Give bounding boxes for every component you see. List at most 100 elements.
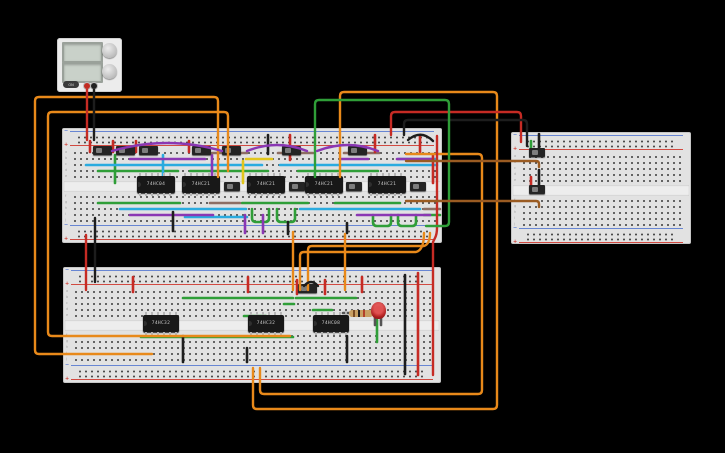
ic-74hc21[interactable]: 74HC21 <box>368 173 406 196</box>
ic-pins <box>250 312 282 315</box>
wires-black[interactable] <box>92 88 529 288</box>
power-rail-top[interactable]: − + <box>513 133 685 152</box>
ic-pins <box>307 193 341 196</box>
rail-plus-label: + <box>64 142 69 148</box>
rail-plus-label: + <box>64 236 69 242</box>
slide-switch[interactable] <box>192 146 211 155</box>
switch-slider <box>195 148 201 153</box>
slide-switch[interactable] <box>224 182 240 191</box>
slide-switch[interactable] <box>282 146 301 155</box>
slide-switch[interactable] <box>139 146 158 155</box>
rail-minus-label: − <box>65 362 70 368</box>
switch-slider <box>142 148 148 153</box>
negative-terminal[interactable] <box>91 83 97 89</box>
ic-pins <box>249 173 283 176</box>
rail-minus-label: − <box>513 225 518 231</box>
center-channel <box>513 185 689 196</box>
ic-label: 74HC21 <box>377 182 397 187</box>
jumper-wires-purple[interactable] <box>128 153 435 235</box>
ic-pins <box>139 193 173 196</box>
rail-minus-label: − <box>513 132 518 138</box>
ic-pins <box>145 312 177 315</box>
ic-label: 74HC04 <box>146 182 166 187</box>
switch-slider <box>351 148 357 153</box>
ic-notch <box>248 182 251 187</box>
wires-green[interactable] <box>313 98 451 228</box>
ic-label: 74HC08 <box>321 321 341 326</box>
wires-orange[interactable] <box>33 90 499 411</box>
positive-terminal[interactable] <box>84 83 90 89</box>
ic-pins <box>370 173 404 176</box>
ic-notch <box>314 321 317 326</box>
ic-74hc21[interactable]: 74HC21 <box>305 173 343 196</box>
slide-switch[interactable] <box>410 182 426 191</box>
ic-74hc04[interactable]: 74HC04 <box>137 173 175 196</box>
ic-74hc08[interactable]: 74HC08 <box>313 312 349 335</box>
slide-switch[interactable] <box>529 185 545 194</box>
voltage-knob[interactable] <box>102 43 117 58</box>
ic-notch <box>183 182 186 187</box>
ic-pins <box>307 173 341 176</box>
ic-notch <box>306 182 309 187</box>
wires-brown[interactable] <box>404 159 541 209</box>
rail-holes <box>525 232 677 242</box>
ic-label: 74HC21 <box>314 182 334 187</box>
slide-switch[interactable] <box>348 146 367 155</box>
ic-pins <box>250 332 282 335</box>
rail-line-positive <box>70 145 434 146</box>
power-rail-bottom[interactable]: − + <box>513 226 685 245</box>
ic-74hc32[interactable]: 74HC32 <box>248 312 284 335</box>
terminal-rows-fghij[interactable] <box>521 198 685 227</box>
led-red[interactable] <box>371 302 386 319</box>
power-rail-top[interactable]: − + <box>65 268 435 287</box>
rail-minus-label: − <box>65 267 70 273</box>
switch-slider <box>227 184 233 189</box>
rail-line-positive <box>70 239 434 240</box>
rail-holes <box>76 135 428 145</box>
rail-line-negative <box>519 135 683 136</box>
ic-label: 74HC21 <box>256 182 276 187</box>
terminal-rows-abcde[interactable] <box>521 154 685 183</box>
rail-holes <box>525 139 677 149</box>
ic-pins <box>315 312 347 315</box>
slide-switch[interactable] <box>116 146 135 155</box>
rail-plus-label: + <box>513 146 518 152</box>
rail-line-negative <box>71 270 433 271</box>
ic-74hc21[interactable]: 74HC21 <box>247 173 285 196</box>
slide-switch[interactable] <box>93 146 112 155</box>
jumper-wires-yellow[interactable] <box>241 157 274 185</box>
ic-pins <box>184 173 218 176</box>
ic-label: 74HC21 <box>191 182 211 187</box>
power-supply[interactable]: ON <box>57 38 122 92</box>
switch-slider <box>349 184 355 189</box>
slide-switch[interactable] <box>346 182 362 191</box>
rail-holes <box>77 274 427 284</box>
ic-74hc21[interactable]: 74HC21 <box>182 173 220 196</box>
rail-minus-label: − <box>64 222 69 228</box>
row-letters: a b c d e <box>66 289 69 317</box>
ic-notch <box>249 321 252 326</box>
resistor[interactable] <box>349 310 373 317</box>
rail-plus-label: + <box>513 239 518 245</box>
switch-slider <box>285 148 291 153</box>
power-rail-top[interactable]: − + <box>64 129 436 148</box>
ic-notch <box>369 182 372 187</box>
ic-pins <box>139 173 173 176</box>
ic-pins <box>315 332 347 335</box>
slide-switch[interactable] <box>529 148 545 157</box>
ic-pins <box>249 193 283 196</box>
power-rail-bottom[interactable]: − + <box>64 223 436 242</box>
slide-switch[interactable] <box>289 182 305 191</box>
current-knob[interactable] <box>102 64 117 79</box>
rail-line-negative <box>70 225 434 226</box>
power-on-button[interactable]: ON <box>63 81 79 88</box>
wires-purple[interactable] <box>110 141 380 153</box>
wires-red[interactable] <box>84 88 523 377</box>
ic-74hc32[interactable]: 74HC32 <box>143 312 179 335</box>
switch-slider <box>96 148 102 153</box>
rail-line-negative <box>71 365 433 366</box>
switch-slider <box>292 184 298 189</box>
ic-label: 74HC32 <box>151 321 171 326</box>
ic-pins <box>184 193 218 196</box>
